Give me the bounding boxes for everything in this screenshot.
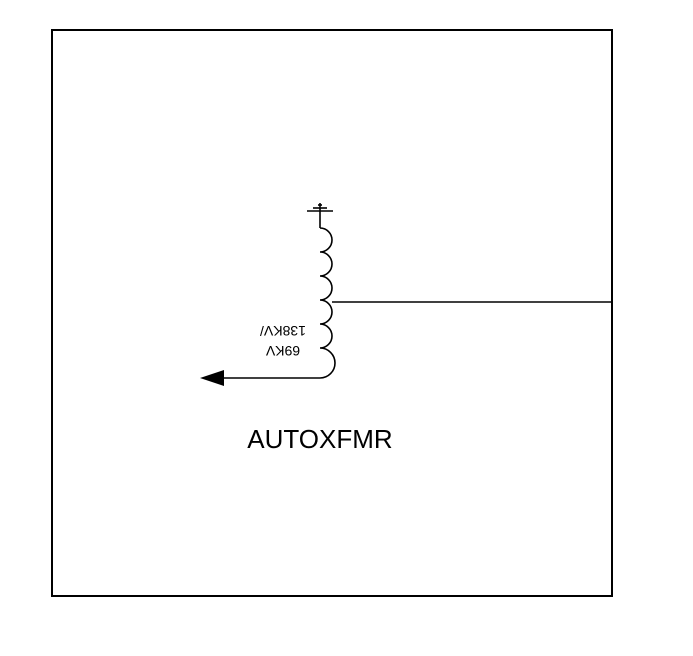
transformer-winding	[319, 227, 336, 379]
component-label: AUTOXFMR	[247, 424, 392, 454]
rating-line-1: 69KV	[265, 343, 300, 359]
voltage-rating: 69KV 138KV/	[260, 323, 306, 359]
arrow-left-icon	[200, 370, 224, 386]
rating-line-2: 138KV/	[260, 323, 306, 339]
diagram-frame	[51, 29, 613, 597]
ground-icon	[307, 203, 333, 212]
